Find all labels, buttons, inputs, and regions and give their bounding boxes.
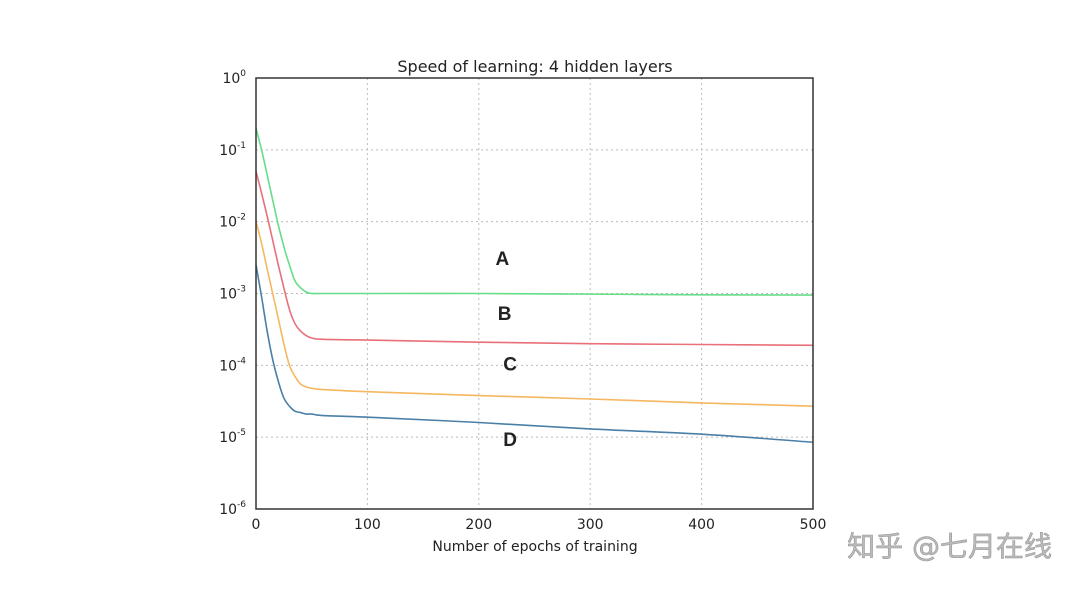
x-tick-label: 500 [800, 517, 827, 533]
annotation-D: D [503, 430, 517, 451]
x-tick-label: 300 [577, 517, 604, 533]
y-ticks: 100 10-1 10-2 10-3 10-4 10-5 10-6 [219, 69, 246, 518]
x-tick-label: 400 [688, 517, 715, 533]
series-line-D [255, 264, 814, 444]
plot-frame [255, 77, 814, 510]
x-tick-label: 100 [354, 517, 381, 533]
x-ticks: 0 100 200 300 400 500 [252, 517, 827, 533]
x-tick-label: 200 [465, 517, 492, 533]
y-tick-label: 100 [222, 69, 246, 87]
series-line-A [255, 128, 814, 296]
y-tick-label: 10-4 [219, 356, 246, 374]
x-tick-label: 0 [252, 517, 261, 533]
annotation-B: B [498, 304, 512, 325]
annotations: A B C D [496, 249, 518, 451]
y-tick-label: 10-1 [219, 141, 246, 159]
x-axis-label: Number of epochs of training [432, 539, 637, 555]
y-tick-label: 10-5 [219, 428, 246, 446]
annotation-C: C [503, 354, 517, 375]
watermark: 知乎 @七月在线 [847, 530, 1052, 563]
series-lines [255, 128, 814, 444]
y-tick-label: 10-2 [219, 213, 246, 231]
y-tick-label: 10-6 [219, 500, 246, 518]
annotation-A: A [496, 249, 510, 270]
chart-title: Speed of learning: 4 hidden layers [397, 57, 672, 76]
series-line-B [255, 171, 814, 347]
series-line-C [255, 221, 814, 407]
y-tick-label: 10-3 [219, 285, 246, 303]
